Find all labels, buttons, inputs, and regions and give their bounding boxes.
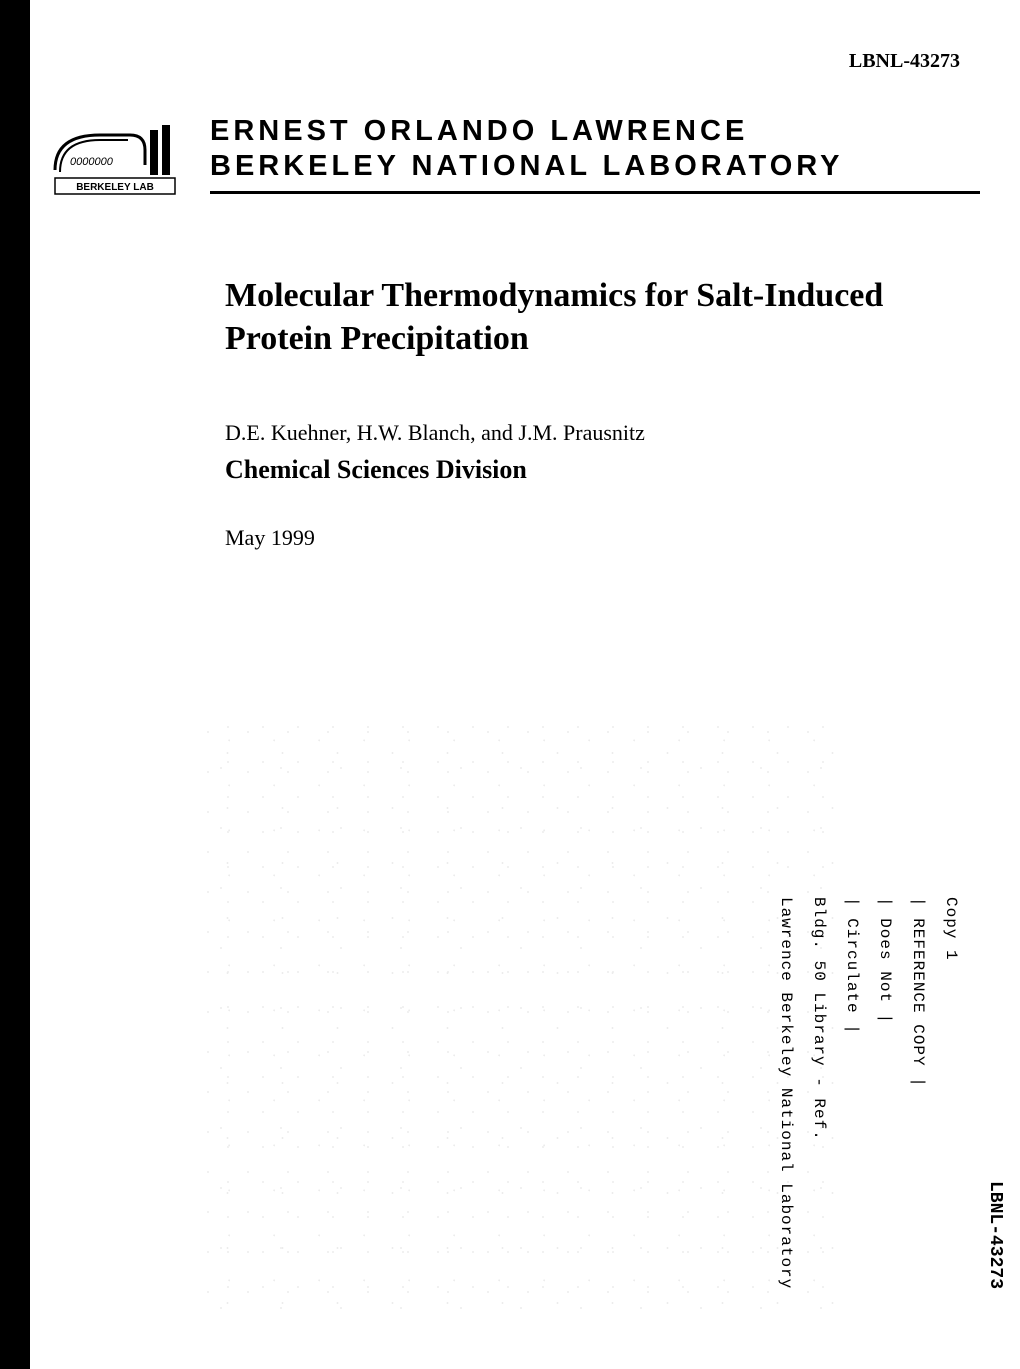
header-underline <box>210 191 980 194</box>
lab-logo-svg: 0000000 BERKELEY LAB <box>50 110 180 200</box>
svg-text:0000000: 0000000 <box>70 156 114 168</box>
spine-report-number: LBNL-43273 <box>985 1181 1005 1289</box>
paper-title: Molecular Thermodynamics for Salt-Induce… <box>225 275 960 360</box>
stamp-doesnot: | Does Not | <box>876 897 894 1289</box>
page-container: LBNL-43273 0000000 BERKELEY LAB ERNEST O… <box>0 0 1020 1369</box>
stamp-circulate: | Circulate | <box>843 897 861 1289</box>
date: May 1999 <box>225 525 315 551</box>
lab-name-line1: ERNEST ORLANDO LAWRENCE <box>210 115 980 148</box>
library-stamp: Lawrence Berkeley National Laboratory Bl… <box>777 897 960 1289</box>
stamp-reference: | REFERENCE COPY | <box>909 897 927 1289</box>
authors: D.E. Kuehner, H.W. Blanch, and J.M. Prau… <box>225 420 645 446</box>
berkeley-lab-logo: 0000000 BERKELEY LAB <box>50 110 180 200</box>
logo-text: BERKELEY LAB <box>76 182 154 193</box>
lab-header: ERNEST ORLANDO LAWRENCE BERKELEY NATIONA… <box>210 115 980 194</box>
division: Chemical Sciences Division <box>225 455 527 485</box>
scan-edge <box>0 0 30 1369</box>
title-block: Molecular Thermodynamics for Salt-Induce… <box>225 275 960 360</box>
scan-noise-area <box>200 720 840 1309</box>
stamp-institution: Lawrence Berkeley National Laboratory <box>777 897 795 1289</box>
stamp-copy: Copy 1 <box>942 897 960 1289</box>
stamp-location: Bldg. 50 Library - Ref. <box>810 897 828 1289</box>
lab-name-line2: BERKELEY NATIONAL LABORATORY <box>210 150 980 183</box>
report-number: LBNL-43273 <box>849 50 960 73</box>
